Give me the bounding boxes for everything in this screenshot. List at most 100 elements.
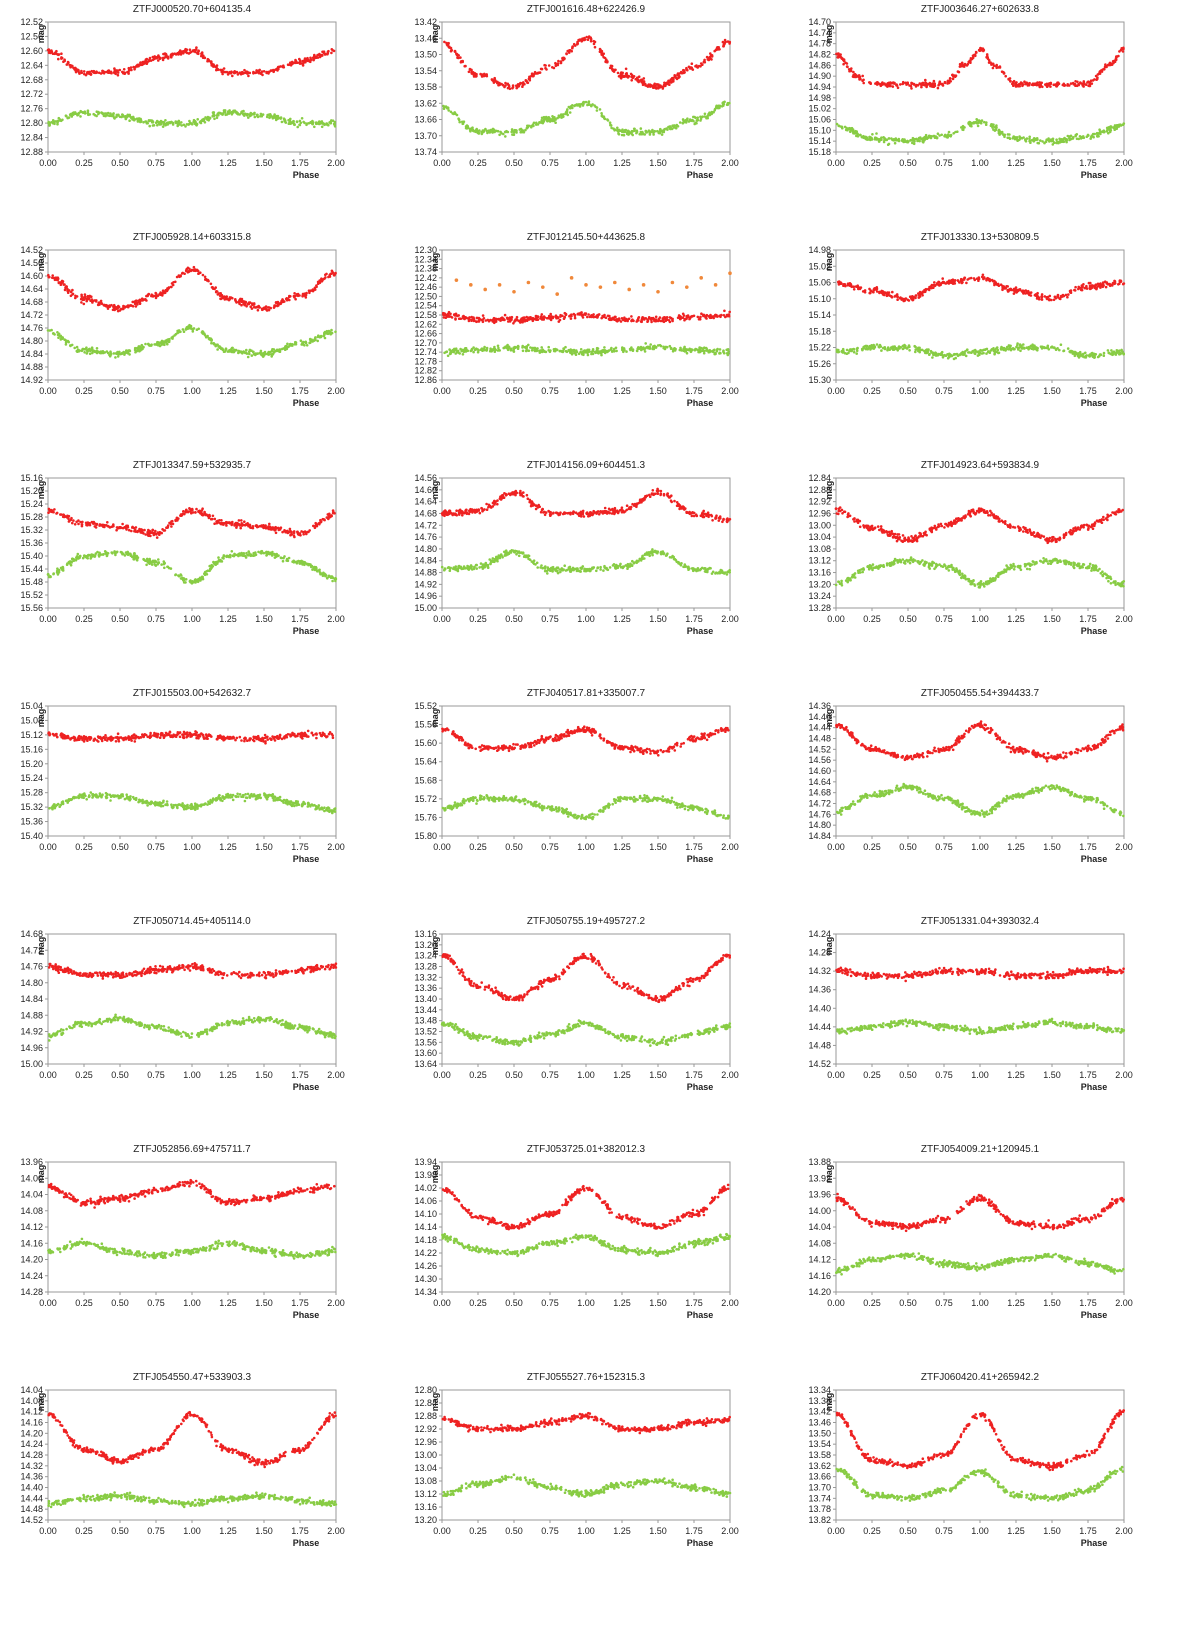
data-point: [112, 112, 115, 115]
data-point: [192, 265, 196, 269]
data-point: [1062, 294, 1066, 298]
data-point: [650, 318, 653, 322]
data-point: [722, 349, 725, 352]
y-tick-label: 14.82: [808, 50, 831, 60]
data-point: [645, 84, 649, 87]
data-point: [329, 121, 333, 125]
data-point: [659, 129, 662, 132]
data-point: [996, 283, 999, 286]
y-tick-label: 14.72: [20, 310, 43, 320]
data-point: [245, 348, 248, 352]
data-point: [108, 114, 112, 117]
x-tick-label: 2.00: [327, 386, 345, 396]
data-point: [125, 351, 128, 354]
data-point: [214, 344, 217, 348]
data-point: [109, 112, 112, 115]
data-point: [845, 65, 849, 68]
data-point: [325, 122, 329, 125]
data-point: [137, 117, 141, 120]
data-point: [1001, 284, 1004, 288]
data-point: [530, 317, 533, 321]
data-point: [171, 283, 175, 287]
data-point: [116, 355, 120, 358]
data-point: [250, 354, 254, 357]
data-point: [109, 350, 112, 353]
data-point: [240, 303, 243, 307]
data-point: [68, 289, 71, 292]
data-point: [291, 120, 295, 123]
data-point: [88, 113, 92, 116]
data-point: [665, 316, 669, 319]
data-point: [504, 345, 508, 349]
data-point: [1071, 136, 1075, 139]
data-point: [238, 71, 241, 75]
data-point: [95, 71, 99, 74]
data-point: [136, 346, 140, 350]
data-point: [508, 87, 512, 91]
y-tick-label: 13.66: [414, 115, 437, 125]
data-point: [104, 112, 108, 115]
data-point: [581, 316, 585, 319]
data-point: [941, 277, 944, 280]
data-point: [621, 129, 624, 132]
data-point: [1008, 137, 1012, 140]
light-curve-svg: ZTFJ013330.13+530809.514.9815.0215.0615.…: [808, 232, 1132, 408]
y-tick-label: 14.80: [20, 336, 43, 346]
data-point: [590, 104, 593, 108]
data-point: [592, 313, 595, 316]
data-point: [680, 71, 683, 75]
data-point: [316, 56, 320, 59]
data-point: [684, 118, 688, 122]
data-point: [226, 73, 230, 76]
data-point: [721, 101, 725, 105]
data-point: [168, 121, 171, 125]
data-point: [550, 316, 553, 320]
data-point: [197, 327, 200, 331]
data-point: [64, 341, 68, 344]
data-point: [989, 124, 993, 127]
data-point: [280, 120, 284, 124]
data-point: [687, 65, 691, 69]
data-point: [1084, 83, 1088, 86]
y-tick-label: 14.70: [808, 17, 831, 27]
data-point: [514, 318, 518, 321]
data-point: [486, 131, 489, 135]
data-point: [672, 348, 675, 352]
data-point: [51, 274, 54, 277]
data-point: [93, 299, 97, 302]
data-point: [322, 277, 326, 281]
data-point: [122, 307, 125, 311]
data-point: [247, 74, 250, 78]
data-point: [997, 351, 1001, 355]
data-point: [1036, 81, 1039, 85]
data-point: [475, 127, 478, 131]
data-point: [507, 345, 510, 349]
data-point: [510, 315, 514, 319]
data-point: [286, 63, 290, 66]
data-point: [973, 53, 976, 57]
data-point: [204, 278, 207, 281]
data-point: [151, 121, 155, 124]
data-point: [1030, 83, 1034, 86]
data-point: [614, 318, 618, 322]
data-point: [886, 292, 889, 295]
data-point: [557, 59, 560, 63]
data-point: [141, 347, 144, 351]
data-point: [127, 70, 130, 74]
data-point: [519, 127, 523, 131]
data-point: [219, 346, 222, 349]
data-point: [151, 58, 155, 62]
data-point: [511, 86, 515, 89]
data-point: [480, 131, 484, 135]
x-tick-label: 0.75: [541, 386, 559, 396]
data-point: [533, 348, 537, 352]
y-tick-label: 12.46: [414, 282, 437, 292]
y-tick-label: 12.80: [20, 118, 43, 128]
data-point: [906, 298, 909, 302]
data-point: [488, 349, 492, 353]
data-point: [118, 68, 122, 72]
data-point: [184, 125, 187, 128]
data-point: [587, 313, 590, 316]
data-point: [307, 122, 311, 125]
data-point: [247, 116, 250, 119]
